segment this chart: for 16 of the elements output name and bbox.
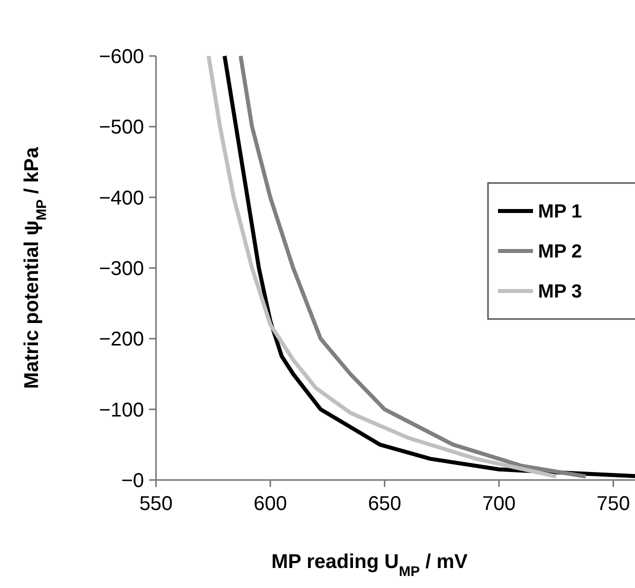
- y-tick-label: −400: [98, 187, 144, 210]
- y-tick-label: −500: [98, 116, 144, 139]
- legend-label: MP 1: [538, 202, 582, 223]
- x-tick-label: 600: [254, 493, 288, 515]
- x-tick-label: 750: [596, 493, 630, 515]
- y-tick-label: −300: [98, 258, 144, 280]
- x-tick-label: 700: [482, 493, 516, 515]
- legend-label: MP 2: [538, 242, 582, 263]
- y-tick-label: −200: [98, 328, 144, 351]
- y-tick-label: −100: [98, 399, 144, 422]
- x-axis-title: MP reading U$_{MP}$ / mV: [271, 551, 468, 579]
- y-tick-label: −600: [98, 46, 144, 68]
- legend-label: MP 3: [538, 282, 582, 303]
- y-tick-label: −0: [121, 470, 144, 492]
- x-tick-label: 550: [139, 493, 173, 515]
- x-tick-label: 650: [368, 493, 402, 515]
